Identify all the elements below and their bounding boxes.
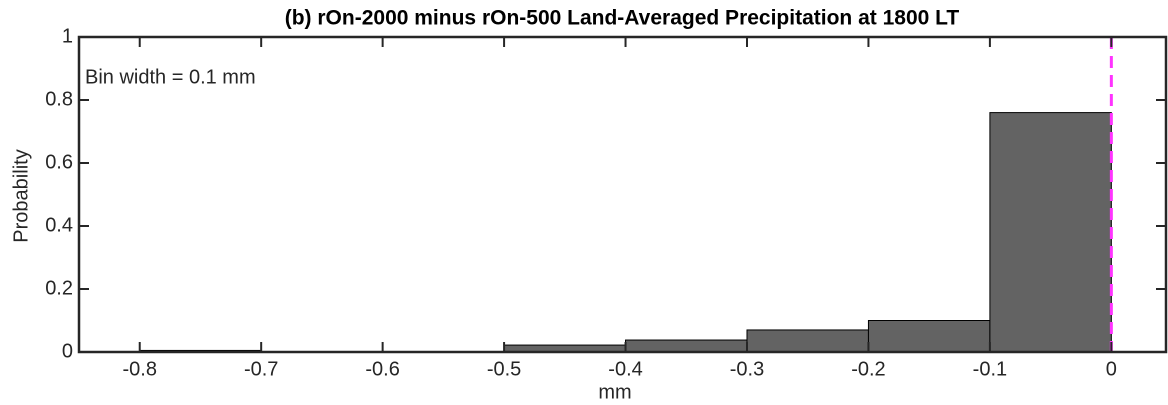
x-tick-label: -0.4 [608,358,642,380]
x-tick-label: -0.5 [487,358,521,380]
axes-box [77,35,1168,354]
y-tick-label: 0.6 [45,151,73,173]
x-tick-label: -0.8 [122,358,156,380]
y-tick-label: 0.4 [45,214,73,236]
bar [867,320,991,353]
bar [746,329,869,353]
bar [625,339,748,353]
x-tick-label: -0.2 [851,358,885,380]
y-tick-label: 0 [62,340,73,362]
bar [989,112,1112,353]
y-axis-label: Probability [10,149,32,242]
x-tick-label: -0.3 [730,358,764,380]
y-tick-label: 0.8 [45,88,73,110]
chart-title: (b) rOn-2000 minus rOn-500 Land-Averaged… [285,7,960,30]
y-tick-label: 1 [62,25,73,47]
y-tick-label: 0.2 [45,277,73,299]
x-axis-label: mm [598,381,631,403]
annotation: Bin width = 0.1 mm [85,66,256,88]
x-tick-label: -0.1 [973,358,1007,380]
x-tick-label: -0.6 [365,358,399,380]
x-tick-label: 0 [1106,358,1117,380]
x-tick-label: -0.7 [244,358,278,380]
